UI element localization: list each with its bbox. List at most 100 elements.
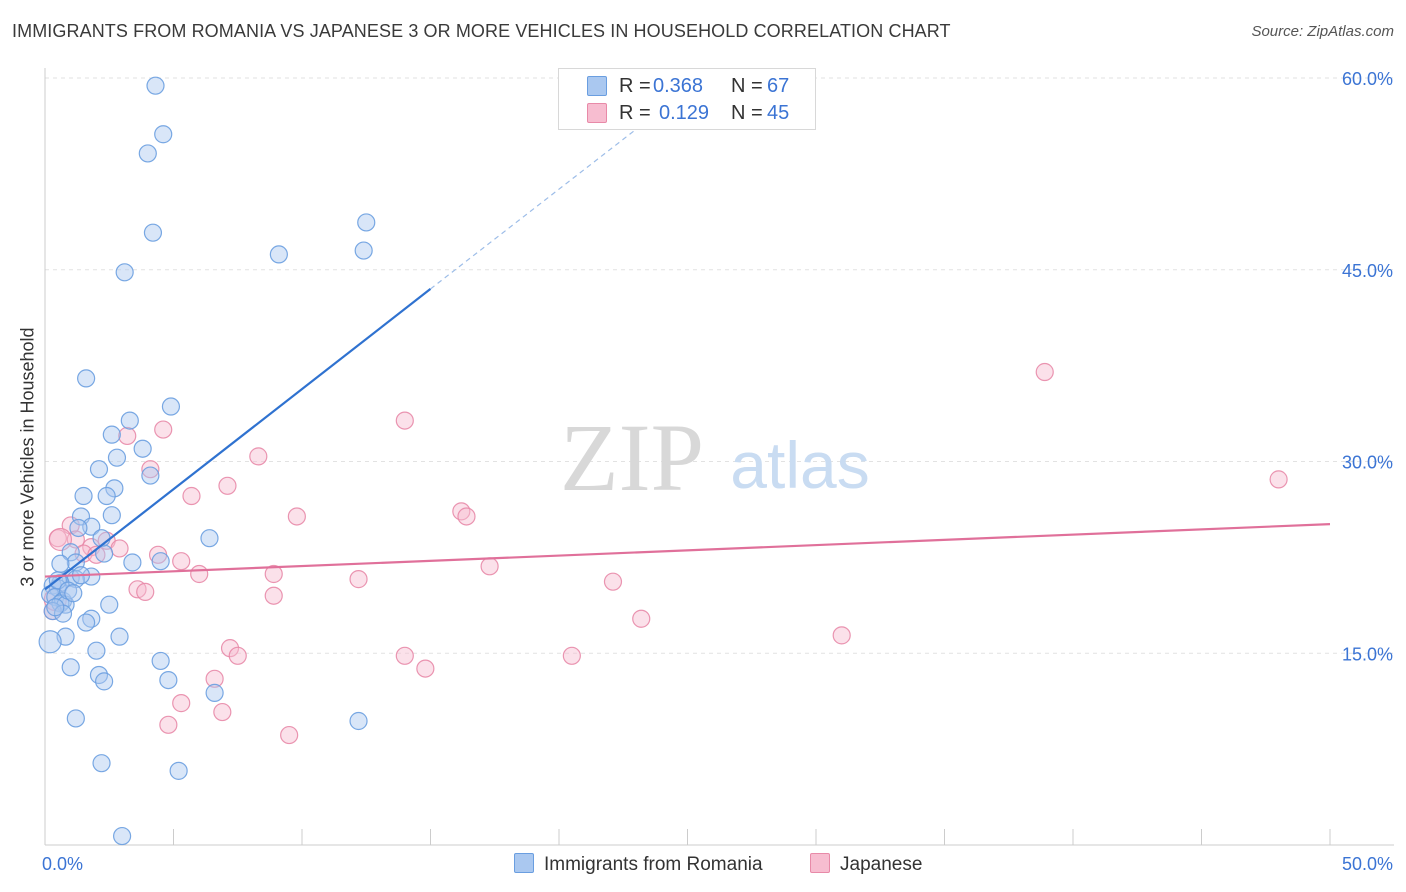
data-point xyxy=(452,502,471,521)
data-point xyxy=(51,554,70,573)
data-point xyxy=(123,553,142,572)
gridlines xyxy=(45,77,1394,654)
data-point xyxy=(110,539,129,558)
legend-row-romania: R = 0.368 N = 67 xyxy=(559,73,815,100)
data-point xyxy=(102,506,121,525)
data-point xyxy=(138,144,157,163)
data-point xyxy=(133,439,152,458)
trend-line-japanese xyxy=(44,523,1331,578)
data-point xyxy=(395,646,414,665)
data-point xyxy=(115,263,134,282)
data-point xyxy=(102,425,121,444)
japanese-swatch xyxy=(587,103,607,123)
data-point xyxy=(146,76,165,95)
japanese-swatch xyxy=(810,853,830,873)
data-point xyxy=(74,486,93,506)
data-point xyxy=(95,544,114,563)
data-point xyxy=(87,641,106,660)
data-point xyxy=(105,479,124,498)
data-point xyxy=(159,670,178,690)
data-point xyxy=(154,125,173,144)
data-point xyxy=(151,552,170,571)
series-romania xyxy=(38,76,376,846)
legend-row-japanese: R = 0.129 N = 45 xyxy=(559,100,815,127)
trend-lines xyxy=(44,124,1331,591)
data-point xyxy=(66,709,85,728)
data-point xyxy=(77,369,96,388)
chart-title: IMMIGRANTS FROM ROMANIA VS JAPANESE 3 OR… xyxy=(12,21,951,41)
r-value: 0.368 xyxy=(653,75,704,97)
data-point xyxy=(200,529,219,548)
trend-line-romania xyxy=(44,288,432,591)
data-point xyxy=(354,241,373,260)
data-point xyxy=(264,586,283,605)
data-point xyxy=(100,595,119,614)
y-tick-label: 60.0% xyxy=(1342,69,1393,89)
data-point xyxy=(603,572,623,591)
axes xyxy=(44,68,1394,846)
data-point xyxy=(38,630,62,654)
y-tick-label: 15.0% xyxy=(1342,644,1393,664)
data-point xyxy=(154,420,173,439)
data-point xyxy=(59,581,78,600)
data-point xyxy=(264,564,283,584)
data-point xyxy=(205,669,224,688)
r-value: 0.129 xyxy=(659,102,710,124)
romania-swatch xyxy=(514,853,534,873)
data-point xyxy=(112,826,132,846)
data-point xyxy=(480,557,499,576)
data-point xyxy=(64,584,83,603)
legend-label: Japanese xyxy=(840,854,923,875)
data-point xyxy=(280,725,299,745)
data-point xyxy=(69,518,88,538)
data-point xyxy=(213,702,232,722)
data-point xyxy=(416,659,435,678)
data-point xyxy=(107,448,127,467)
data-point xyxy=(287,507,306,526)
data-point xyxy=(159,715,178,734)
data-point xyxy=(205,683,224,702)
data-point xyxy=(89,460,109,479)
legend-item-japanese[interactable]: Japanese xyxy=(810,853,922,876)
data-point xyxy=(77,613,96,632)
n-value: 67 xyxy=(767,75,790,97)
data-point xyxy=(349,711,368,731)
x-tick-label: 50.0% xyxy=(1342,854,1393,874)
data-point xyxy=(269,245,288,264)
data-point xyxy=(1269,470,1288,489)
n-label: N = xyxy=(731,75,763,97)
n-label: N = xyxy=(731,102,763,124)
data-point xyxy=(110,627,129,646)
data-point xyxy=(357,213,376,232)
data-point xyxy=(349,570,368,589)
data-point xyxy=(632,609,651,628)
legend-label: Immigrants from Romania xyxy=(544,854,763,875)
data-point xyxy=(172,552,191,571)
data-point xyxy=(1035,362,1054,382)
data-point xyxy=(120,411,139,430)
data-point xyxy=(161,397,181,416)
data-point xyxy=(190,564,209,584)
series-japanese xyxy=(43,362,1288,745)
data-point xyxy=(220,639,240,658)
data-point xyxy=(46,598,65,617)
data-point xyxy=(95,672,114,691)
data-point xyxy=(228,646,247,665)
data-point xyxy=(172,694,191,713)
watermark: ZIP atlas xyxy=(560,404,870,511)
data-point xyxy=(136,582,155,601)
y-tick-label: 45.0% xyxy=(1342,261,1393,281)
data-point xyxy=(141,466,160,485)
r-label: R = xyxy=(619,75,651,97)
data-point xyxy=(97,486,116,506)
series-legend: Immigrants from Romania Japanese xyxy=(0,850,1406,880)
data-point xyxy=(832,626,851,645)
watermark-zip: ZIP xyxy=(560,404,704,511)
x-tick-label: 0.0% xyxy=(42,854,83,874)
data-point xyxy=(182,486,201,506)
data-point xyxy=(562,646,581,665)
legend-item-romania[interactable]: Immigrants from Romania xyxy=(514,853,763,876)
data-point xyxy=(151,651,170,671)
data-point xyxy=(92,754,111,773)
